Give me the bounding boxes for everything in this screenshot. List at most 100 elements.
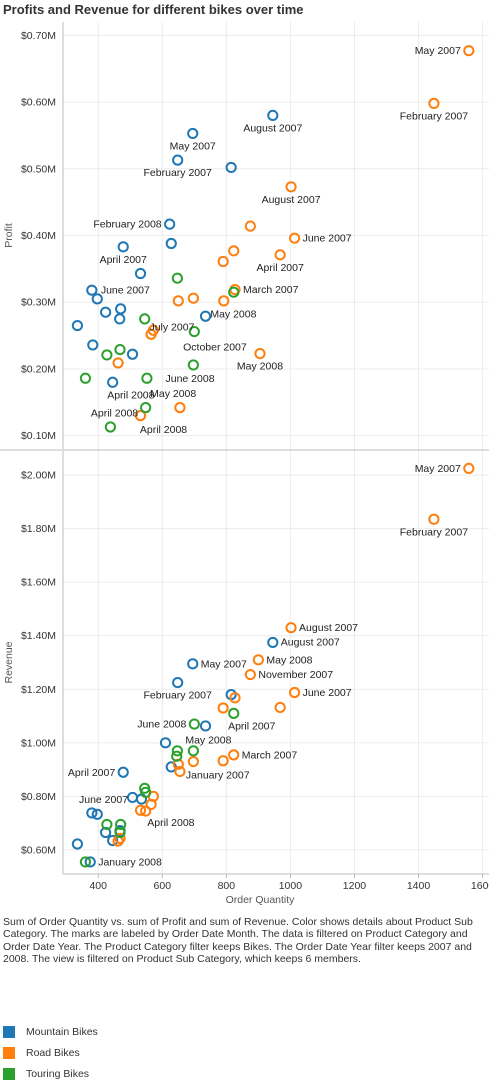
x-tick-label: 1400: [407, 880, 431, 892]
data-point: [464, 464, 473, 473]
legend-label: Mountain Bikes: [26, 1026, 98, 1038]
point-label: June 2008: [165, 373, 214, 385]
data-point: [102, 350, 111, 359]
data-point: [93, 810, 102, 819]
data-point: [116, 304, 125, 313]
data-point: [113, 358, 122, 367]
data-point: [128, 350, 137, 359]
data-point: [87, 286, 96, 295]
data-point: [140, 314, 149, 323]
point-label: May 2007: [201, 658, 247, 670]
x-tick-label: 800: [218, 880, 236, 892]
point-label: August 2007: [262, 194, 321, 206]
data-point: [429, 99, 438, 108]
point-label: February 2007: [400, 526, 468, 538]
point-label: March 2007: [243, 284, 299, 296]
chart-caption: Sum of Order Quantity vs. sum of Profit …: [3, 916, 485, 966]
point-label: June 2007: [303, 233, 352, 245]
point-label: May 2007: [415, 463, 461, 475]
data-point: [429, 515, 438, 524]
point-label: January 2007: [186, 769, 250, 781]
data-point: [73, 839, 82, 848]
data-point: [190, 719, 199, 728]
data-point: [101, 308, 110, 317]
point-label: April 2008: [107, 389, 154, 401]
point-label: January 2008: [98, 856, 162, 868]
data-point: [201, 312, 210, 321]
data-point: [106, 422, 115, 431]
point-label: February 2007: [144, 167, 212, 179]
data-point: [268, 111, 277, 120]
point-label: July 2007: [149, 321, 194, 333]
point-label: April 2008: [91, 407, 138, 419]
y-tick-label: $0.60M: [21, 844, 56, 856]
data-point: [108, 378, 117, 387]
data-point: [189, 294, 198, 303]
legend-item-mountain-bikes[interactable]: Mountain Bikes: [3, 1027, 98, 1037]
data-point: [246, 670, 255, 679]
legend-swatch: [3, 1047, 15, 1059]
y-tick-label: $0.60M: [21, 97, 56, 109]
data-point: [81, 374, 90, 383]
y-tick-label: $1.20M: [21, 684, 56, 696]
data-point: [173, 678, 182, 687]
y-axis-title: Revenue: [3, 641, 15, 683]
data-point: [229, 246, 238, 255]
data-point: [276, 703, 285, 712]
y-tick-label: $0.20M: [21, 363, 56, 375]
y-tick-label: $1.40M: [21, 630, 56, 642]
data-point: [290, 234, 299, 243]
point-label: February 2008: [93, 219, 161, 231]
y-tick-label: $0.80M: [21, 791, 56, 803]
y-axis-title: Profit: [3, 223, 15, 248]
x-tick-label: 400: [89, 880, 107, 892]
point-label: June 2008: [137, 719, 186, 731]
data-point: [219, 296, 228, 305]
data-point: [167, 239, 176, 248]
point-label: November 2007: [258, 669, 333, 681]
data-point: [246, 222, 255, 231]
y-tick-label: $2.00M: [21, 470, 56, 482]
point-label: August 2007: [281, 636, 340, 648]
data-point: [229, 750, 238, 759]
point-label: June 2007: [101, 285, 150, 297]
point-label: May 2007: [415, 45, 461, 57]
point-label: April 2008: [140, 424, 187, 436]
data-point: [201, 721, 210, 730]
data-point: [165, 220, 174, 229]
x-tick-label: 1000: [279, 880, 303, 892]
data-point: [276, 250, 285, 259]
x-tick-label: 1200: [343, 880, 367, 892]
data-point: [115, 345, 124, 354]
scatter-chart: $0.10M $0.20M $0.30M $0.40M $0.50M $0.60M $0.7…: [0, 0, 489, 905]
data-point: [88, 340, 97, 349]
data-point: [286, 182, 295, 191]
x-tick-label: 600: [154, 880, 172, 892]
data-point: [136, 269, 145, 278]
point-label: October 2007: [183, 341, 247, 353]
point-label: May 2008: [185, 735, 231, 747]
point-label: March 2007: [242, 749, 298, 761]
point-label: May 2008: [237, 361, 283, 373]
data-point: [73, 321, 82, 330]
data-point: [464, 46, 473, 55]
point-label: June 2007: [79, 794, 128, 806]
data-point: [175, 403, 184, 412]
data-point: [229, 709, 238, 718]
point-label: February 2007: [400, 110, 468, 122]
point-label: August 2007: [243, 122, 302, 134]
point-label: April 2007: [100, 254, 147, 266]
legend-item-road-bikes[interactable]: Road Bikes: [3, 1048, 98, 1058]
x-tick-label: 1600: [471, 880, 489, 892]
point-label: May 2007: [170, 140, 216, 152]
point-label: April 2008: [147, 817, 194, 829]
point-label: August 2007: [299, 622, 358, 634]
y-tick-label: $1.60M: [21, 577, 56, 589]
data-point: [255, 349, 264, 358]
data-point: [115, 314, 124, 323]
legend-item-touring-bikes[interactable]: Touring Bikes: [3, 1069, 98, 1079]
point-label: April 2007: [257, 262, 304, 274]
point-label: May 2008: [150, 388, 196, 400]
y-tick-label: $0.10M: [21, 430, 56, 442]
legend-swatch: [3, 1068, 15, 1080]
